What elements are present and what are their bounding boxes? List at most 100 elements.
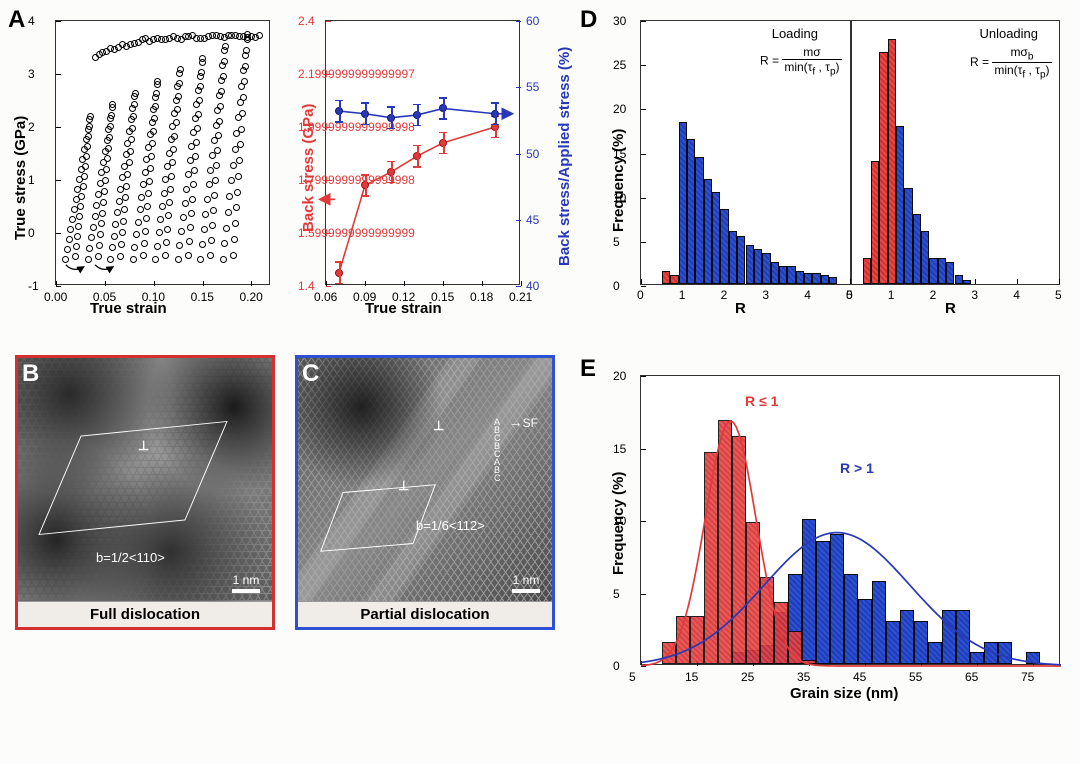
hist-bar bbox=[779, 266, 787, 284]
d-unloading-label: Unloading bbox=[979, 26, 1038, 41]
hist-bar bbox=[946, 262, 954, 284]
hist-bar bbox=[670, 275, 678, 284]
axis-tick: 55 bbox=[909, 670, 922, 684]
hist-bar bbox=[955, 275, 963, 284]
axis-tick: 45 bbox=[526, 213, 539, 227]
d-ylabel: Frequency (%) bbox=[610, 129, 627, 232]
axis-tick: 4 bbox=[28, 14, 35, 28]
tem-lattice-bg-c bbox=[298, 358, 552, 601]
axis-tick: 3 bbox=[28, 67, 35, 81]
hist-bar bbox=[796, 271, 804, 284]
axis-tick: 35 bbox=[797, 670, 810, 684]
panel-b-tem: ⊥ b=1/2<110> 1 nm Full dislocation bbox=[15, 355, 275, 630]
d-xlabel-1: R bbox=[735, 300, 746, 317]
axis-tick: 0.06 bbox=[314, 290, 337, 304]
axis-tick: 5 bbox=[613, 587, 620, 601]
axis-tick: 5 bbox=[629, 670, 636, 684]
sf-label: →SF bbox=[509, 414, 538, 430]
axis-tick: 0.00 bbox=[44, 290, 67, 304]
a-left-xlabel: True strain bbox=[90, 300, 167, 317]
burgers-vector-c: b=1/6<112> bbox=[416, 518, 485, 533]
axis-tick: 20 bbox=[613, 369, 626, 383]
hist-bar bbox=[695, 157, 703, 284]
axis-tick: 50 bbox=[526, 147, 539, 161]
hist-bar bbox=[787, 266, 795, 284]
d-xlabel-2: R bbox=[945, 300, 956, 317]
dislocation-mark-c: ⊥ bbox=[433, 418, 444, 434]
a-right-xlabel: True strain bbox=[365, 300, 442, 317]
panel-label-c: C bbox=[302, 360, 319, 388]
axis-tick: 45 bbox=[853, 670, 866, 684]
hist-bar bbox=[720, 209, 728, 284]
hist-bar bbox=[754, 249, 762, 284]
axis-tick: 5 bbox=[613, 235, 620, 249]
hist-bar bbox=[904, 188, 912, 284]
axis-tick: 25 bbox=[613, 58, 626, 72]
panel-a-left-chart: 0.000.050.100.150.20-101234 bbox=[55, 20, 270, 285]
dislocation-mark: ⊥ bbox=[138, 438, 149, 454]
scale-bar-b: 1 nm bbox=[232, 573, 260, 593]
hist-bar bbox=[762, 253, 770, 284]
burgers-vector-b: b=1/2<110> bbox=[96, 550, 165, 565]
hist-bar bbox=[737, 236, 745, 284]
hist-bar bbox=[913, 214, 921, 284]
hist-bar bbox=[712, 192, 720, 284]
hist-bar bbox=[687, 139, 695, 284]
hist-bar bbox=[662, 271, 670, 284]
axis-tick: 0 bbox=[28, 226, 35, 240]
hist-bar bbox=[771, 262, 779, 284]
panel-a-right-chart: 0.060.090.120.150.180.211.41.59999999999… bbox=[325, 20, 520, 285]
hist-bar bbox=[812, 273, 820, 284]
hist-bar bbox=[921, 231, 929, 284]
axis-tick: 30 bbox=[613, 14, 626, 28]
hist-bar bbox=[804, 273, 812, 284]
hist-bar bbox=[879, 52, 887, 284]
axis-tick: 1.4 bbox=[298, 279, 315, 293]
a-right-ylabel-right: Back stress/Applied stress (%) bbox=[556, 47, 573, 266]
d-formula-loading: R = mσmin(τf , τp) bbox=[760, 45, 842, 77]
hist-bar bbox=[863, 258, 871, 284]
hist-bar bbox=[746, 245, 754, 284]
hist-bar bbox=[729, 231, 737, 284]
hist-bar bbox=[821, 275, 829, 284]
hist-bar bbox=[829, 277, 837, 284]
panel-e-chart: 51525354555657505101520 bbox=[640, 375, 1060, 665]
tem-caption-c: Partial dislocation bbox=[298, 601, 552, 627]
e-xlabel: Grain size (nm) bbox=[790, 685, 898, 702]
axis-tick: 75 bbox=[1021, 670, 1034, 684]
a-right-ylabel-left: Back stress (GPa) bbox=[300, 104, 317, 232]
hist-bar bbox=[963, 280, 971, 284]
axis-tick: 0 bbox=[613, 279, 620, 293]
axis-tick: 15 bbox=[685, 670, 698, 684]
hist-bar bbox=[929, 258, 937, 284]
dislocation-mark-c2: ⊥ bbox=[398, 478, 409, 494]
a-left-ylabel: True stress (GPa) bbox=[12, 116, 29, 240]
axis-tick: 2.4 bbox=[298, 14, 315, 28]
axis-tick: 15 bbox=[613, 442, 626, 456]
hist-bar bbox=[704, 179, 712, 284]
stacking-sequence: ABCBCABC bbox=[494, 418, 500, 482]
axis-tick: 0.18 bbox=[470, 290, 493, 304]
axis-tick: 25 bbox=[741, 670, 754, 684]
d-loading-label: Loading bbox=[772, 26, 818, 41]
axis-tick: 55 bbox=[526, 80, 539, 94]
panel-label-b: B bbox=[22, 360, 39, 388]
axis-tick: 20 bbox=[613, 102, 626, 116]
e-ylabel: Frequency (%) bbox=[610, 472, 627, 575]
axis-tick: 0.20 bbox=[239, 290, 262, 304]
panel-c-tem: ⊥ ⊥ b=1/6<112> →SF ABCBCABC 1 nm Partial… bbox=[295, 355, 555, 630]
panel-label-e: E bbox=[580, 355, 596, 383]
scale-bar-c: 1 nm bbox=[512, 573, 540, 593]
axis-tick: 60 bbox=[526, 14, 539, 28]
axis-tick: 2 bbox=[28, 120, 35, 134]
panel-label-a: A bbox=[8, 6, 25, 34]
axis-tick: 1 bbox=[28, 173, 35, 187]
tem-caption-b: Full dislocation bbox=[18, 601, 272, 627]
hist-bar bbox=[679, 122, 687, 284]
axis-tick: 40 bbox=[526, 279, 539, 293]
axis-tick: 0.15 bbox=[191, 290, 214, 304]
axis-tick: 65 bbox=[965, 670, 978, 684]
d-formula-unloading: R = mσbmin(τf , τp) bbox=[970, 45, 1052, 81]
axis-tick: 0 bbox=[613, 659, 620, 673]
hist-bar bbox=[938, 258, 946, 284]
